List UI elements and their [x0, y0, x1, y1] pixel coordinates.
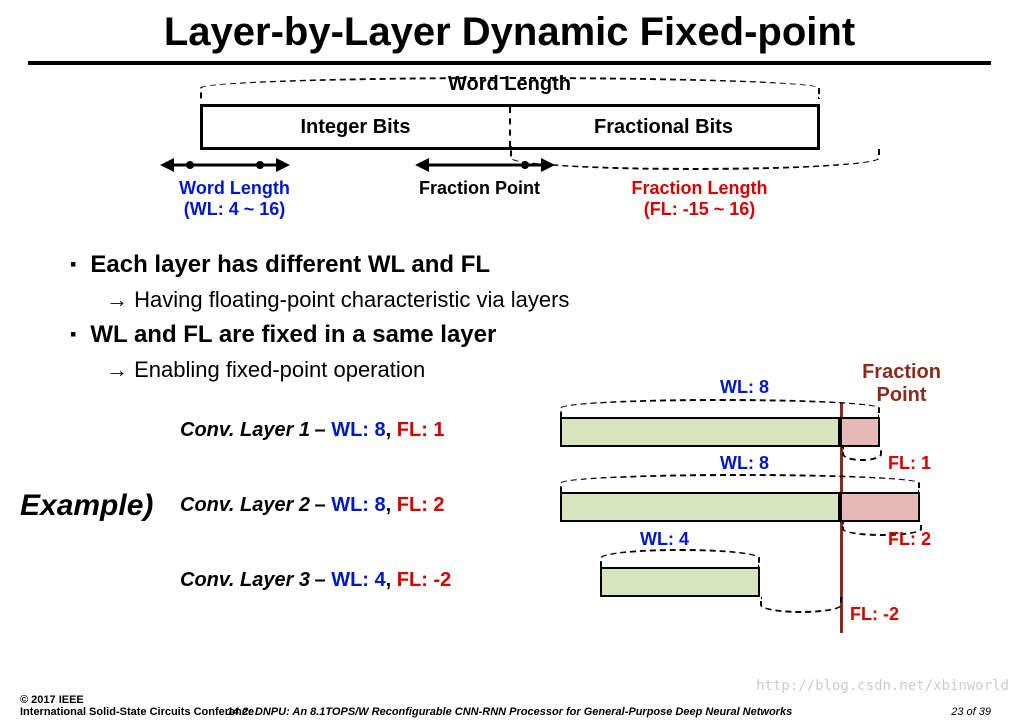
below-box-labels: Word Length (WL: 4 ~ 16) Fraction Point …	[100, 150, 920, 230]
layer3-fl-brace	[760, 597, 842, 613]
layer2-wl-brace	[560, 474, 920, 492]
example-area: Example) FractionPoint Conv. Layer 1 – W…	[0, 399, 1019, 649]
integer-bits-cell: Integer Bits	[203, 107, 509, 147]
fl-label-line1: Fraction Length	[632, 178, 768, 198]
layer2-fl: FL: 2	[397, 494, 445, 516]
layer2-name: Conv. Layer 2	[180, 494, 310, 516]
slide-title: Layer-by-Layer Dynamic Fixed-point	[0, 0, 1019, 61]
layer1-wl-brace	[560, 399, 880, 417]
layer3-wl-brace	[600, 549, 760, 567]
bullet-1: Each layer has different WL and FL	[70, 251, 949, 279]
layer1-fl-brace	[842, 447, 882, 461]
wl-label-line1: Word Length	[179, 178, 290, 198]
fp-label: Fraction Point	[400, 178, 560, 199]
word-box: Integer Bits Fractional Bits	[200, 104, 820, 150]
wl-label: Word Length (WL: 4 ~ 16)	[160, 178, 310, 220]
layer1-fl: FL: 1	[397, 419, 445, 441]
title-rule	[28, 61, 991, 65]
subbullet-2: Enabling fixed-point operation	[106, 357, 949, 383]
layer3-green-bar	[600, 567, 760, 597]
fractional-bits-cell: Fractional Bits	[511, 107, 817, 147]
layer3-wl-tag: WL: 4	[640, 529, 689, 550]
word-format-diagram: Word Length Integer Bits Fractional Bits…	[40, 73, 979, 243]
wl-label-line2: (WL: 4 ~ 16)	[184, 199, 286, 219]
fl-label-line2: (FL: -15 ~ 16)	[644, 199, 756, 219]
page-number: 23 of 39	[951, 706, 991, 718]
copyright-line2: International Solid-State Circuits Confe…	[20, 706, 254, 718]
layer1-green-bar	[560, 417, 840, 447]
slide: Layer-by-Layer Dynamic Fixed-point Word …	[0, 0, 1019, 724]
fl-brace	[510, 146, 880, 170]
fl-label: Fraction Length (FL: -15 ~ 16)	[600, 178, 800, 220]
layer2-fl-tag: FL: 2	[888, 529, 931, 550]
wl-arrow	[160, 154, 290, 176]
layer2-red-bar	[840, 492, 920, 522]
bullet-list: Each layer has different WL and FL Havin…	[70, 251, 949, 383]
layer2-wl: WL: 8	[331, 494, 385, 516]
copyright-line1: © 2017 IEEE	[20, 694, 84, 706]
layer1-wl-tag: WL: 8	[720, 377, 769, 398]
layer3-name: Conv. Layer 3	[180, 569, 310, 591]
layer1-sep: –	[315, 419, 332, 441]
layer1-wl: WL: 8	[331, 419, 385, 441]
subbullet-1: Having floating-point characteristic via…	[106, 287, 949, 313]
footer: © 2017 IEEE International Solid-State Ci…	[0, 706, 1019, 718]
bullet-2: WL and FL are fixed in a same layer	[70, 321, 949, 349]
layer3-fl: FL: -2	[397, 569, 451, 591]
layer1-red-bar	[840, 417, 880, 447]
copyright: © 2017 IEEE International Solid-State Ci…	[20, 694, 254, 718]
layer3-fl-tag: FL: -2	[850, 604, 899, 625]
layer1-name: Conv. Layer 1	[180, 419, 310, 441]
layer3-wl: WL: 4	[331, 569, 385, 591]
layer2-green-bar	[560, 492, 840, 522]
example-heading: Example)	[20, 489, 153, 523]
layer2-wl-tag: WL: 8	[720, 453, 769, 474]
watermark: http://blog.csdn.net/xbinworld	[756, 678, 1009, 694]
fraction-point-label: FractionPoint	[862, 361, 941, 407]
layer1-fl-tag: FL: 1	[888, 453, 931, 474]
wl-brace-top	[200, 77, 820, 99]
